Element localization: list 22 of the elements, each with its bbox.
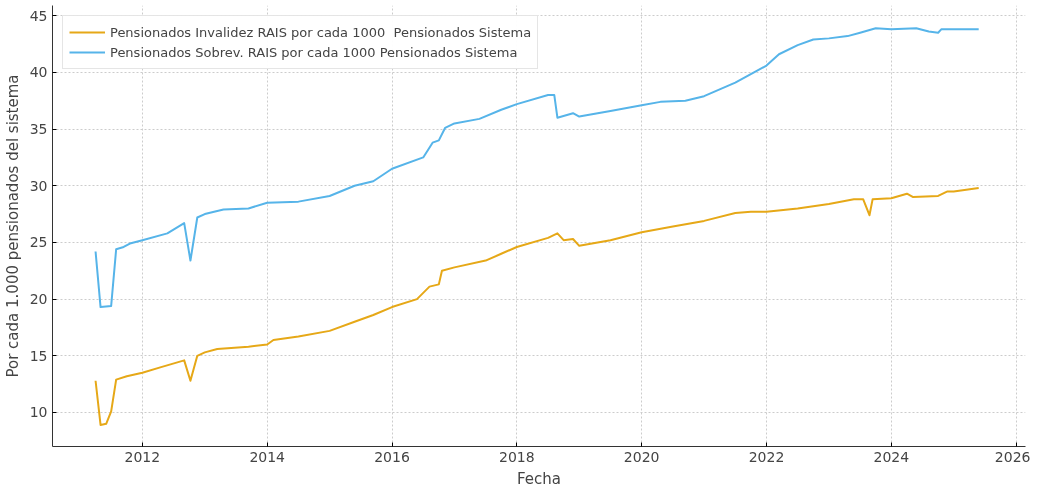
x-tick-label: 2020 xyxy=(623,448,660,465)
y-tick-label: 15 xyxy=(29,347,48,364)
y-tick-label: 45 xyxy=(29,7,48,24)
x-tick-label: 2012 xyxy=(124,448,161,465)
x-tick-label: 2016 xyxy=(374,448,410,465)
x-tick-label: 2022 xyxy=(748,448,785,465)
x-axis-title: Fecha xyxy=(517,469,561,488)
line-series xyxy=(94,27,980,309)
y-axis-title: Por cada 1.000 pensionados del sistema xyxy=(3,74,22,378)
x-tick-label: 2014 xyxy=(249,448,286,465)
x-tick-label: 2026 xyxy=(994,448,1031,465)
y-tick-label: 10 xyxy=(29,404,48,421)
legend-label: Pensionados Invalidez RAIS por cada 1000 Pensionados Sistema xyxy=(110,24,532,40)
y-tick-label: 25 xyxy=(29,234,48,251)
x-tick-label: 2018 xyxy=(499,448,535,465)
x-tick-label: 2024 xyxy=(873,448,910,465)
legend-label: Pensionados Sobrev. RAIS por cada 1000 Pensionados Sistema xyxy=(110,44,518,60)
y-tick-label: 20 xyxy=(29,291,48,308)
y-tick-label: 35 xyxy=(29,121,48,138)
y-tick-label: 40 xyxy=(29,64,48,81)
y-tick-label: 30 xyxy=(29,177,48,194)
line-series xyxy=(94,187,980,426)
